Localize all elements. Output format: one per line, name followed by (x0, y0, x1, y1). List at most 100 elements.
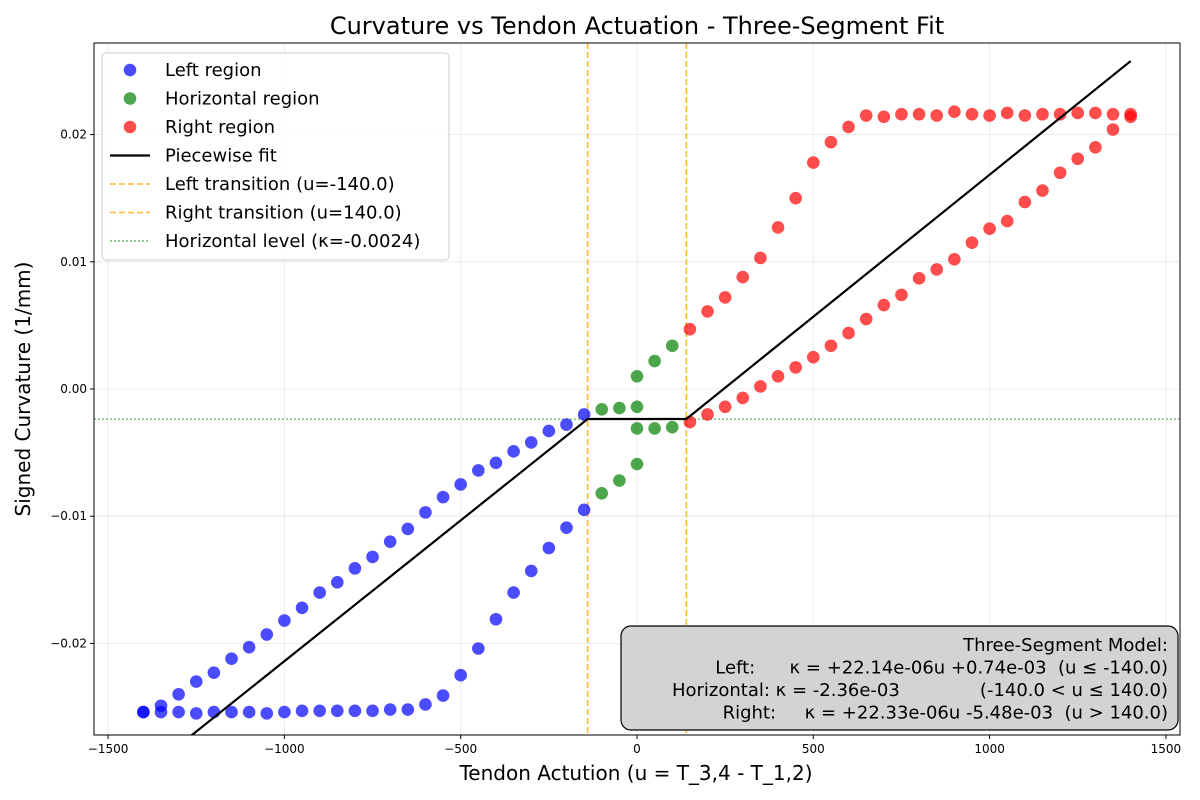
data-point (1089, 106, 1102, 120)
data-point (436, 490, 450, 504)
legend-marker (123, 120, 137, 134)
data-point (507, 445, 520, 458)
data-point (665, 420, 679, 434)
data-point (507, 586, 520, 599)
y-tick-label: 0.02 (60, 128, 87, 142)
fit-line (190, 60, 1132, 735)
data-point (401, 522, 415, 536)
data-point (1071, 106, 1085, 120)
data-point (295, 704, 309, 718)
data-point (348, 704, 362, 718)
data-point (472, 464, 485, 477)
data-point (630, 369, 644, 383)
legend: Left region Horizontal region Right region… (101, 52, 450, 261)
data-point (683, 322, 697, 336)
data-point (278, 705, 291, 719)
legend-box (101, 52, 450, 261)
model-line: Right: κ = +22.33e-06u -5.48e-03 (u > 14… (723, 703, 1168, 724)
data-point (560, 418, 573, 431)
model-line: Horizontal: κ = -2.36e-03 (-140.0 < u ≤ … (672, 680, 1168, 701)
legend-label: Right region (165, 117, 275, 138)
data-point (1036, 184, 1049, 197)
data-point (242, 705, 256, 719)
x-tick-label: 500 (802, 742, 825, 756)
legend-marker (123, 63, 137, 77)
data-point (806, 156, 820, 169)
x-tick-label: 0 (633, 742, 641, 756)
chart-title: Curvature vs Tendon Actuation - Three-Se… (330, 12, 944, 40)
data-point (542, 541, 556, 555)
data-point (824, 135, 838, 149)
data-point (1018, 109, 1032, 122)
data-point (948, 105, 961, 118)
data-point (965, 236, 979, 250)
data-point (260, 707, 274, 720)
data-point (983, 222, 996, 236)
x-tick-label: −500 (444, 742, 477, 756)
data-point (965, 107, 979, 121)
legend-label: Right transition (u=140.0) (165, 203, 402, 224)
x-tick-label: −1500 (88, 742, 129, 756)
data-point (366, 550, 379, 564)
data-point (859, 109, 873, 122)
data-point (1053, 166, 1067, 180)
data-point (366, 704, 379, 718)
y-axis-title: Signed Curvature (1/mm) (11, 262, 35, 517)
data-point (930, 109, 944, 122)
data-point (1124, 110, 1137, 124)
data-point (383, 703, 397, 716)
data-point (895, 288, 908, 302)
model-line: Three-Segment Model: (962, 635, 1168, 656)
data-points (137, 105, 1137, 720)
data-point (454, 478, 468, 491)
data-point (577, 408, 591, 421)
data-point (736, 391, 750, 405)
legend-label: Left transition (u=-140.0) (165, 174, 395, 195)
model-line: Left: κ = +22.14e-06u +0.74e-03 (u ≤ -14… (715, 658, 1168, 679)
axis-ticks: −1500 −1000 −500 0 500 1000 1500 −0.02 −0.01 0.00… (50, 128, 1181, 756)
data-point (1000, 214, 1014, 228)
data-point (630, 457, 644, 471)
data-point (260, 628, 274, 641)
data-point (877, 298, 891, 312)
data-point (613, 474, 626, 487)
data-point (172, 687, 185, 701)
data-point (877, 110, 891, 124)
data-point (595, 487, 609, 500)
data-point (806, 350, 820, 364)
data-point (665, 339, 679, 353)
model-annotation: Three-Segment Model:Left: κ = +22.14e-06… (620, 625, 1179, 731)
data-point (1053, 107, 1067, 121)
data-point (983, 109, 996, 122)
data-point (842, 120, 855, 134)
data-point (577, 503, 591, 517)
data-point (771, 369, 785, 383)
y-tick-label: 0.01 (60, 255, 87, 269)
data-point (383, 535, 397, 548)
data-point (1018, 195, 1032, 209)
data-point (859, 312, 873, 326)
x-axis-title: Tendon Actution (u = T_3,4 - T_1,2) (458, 761, 812, 785)
data-point (754, 380, 767, 393)
y-tick-label: −0.02 (50, 636, 87, 650)
data-point (648, 354, 661, 368)
data-point (630, 400, 644, 414)
data-point (912, 107, 926, 121)
data-point (683, 415, 697, 429)
data-point (560, 521, 573, 534)
data-point (330, 704, 344, 718)
data-point (524, 564, 538, 578)
data-point (207, 666, 221, 679)
data-point (154, 705, 168, 719)
data-point (172, 705, 185, 719)
data-point (824, 339, 838, 353)
data-point (1000, 106, 1014, 120)
y-tick-label: −0.01 (50, 509, 87, 523)
data-point (330, 576, 344, 589)
data-point (419, 506, 432, 519)
y-tick-label: 0.00 (60, 382, 87, 396)
data-point (930, 263, 944, 276)
data-point (401, 703, 415, 716)
model-box-bg (620, 625, 1179, 731)
